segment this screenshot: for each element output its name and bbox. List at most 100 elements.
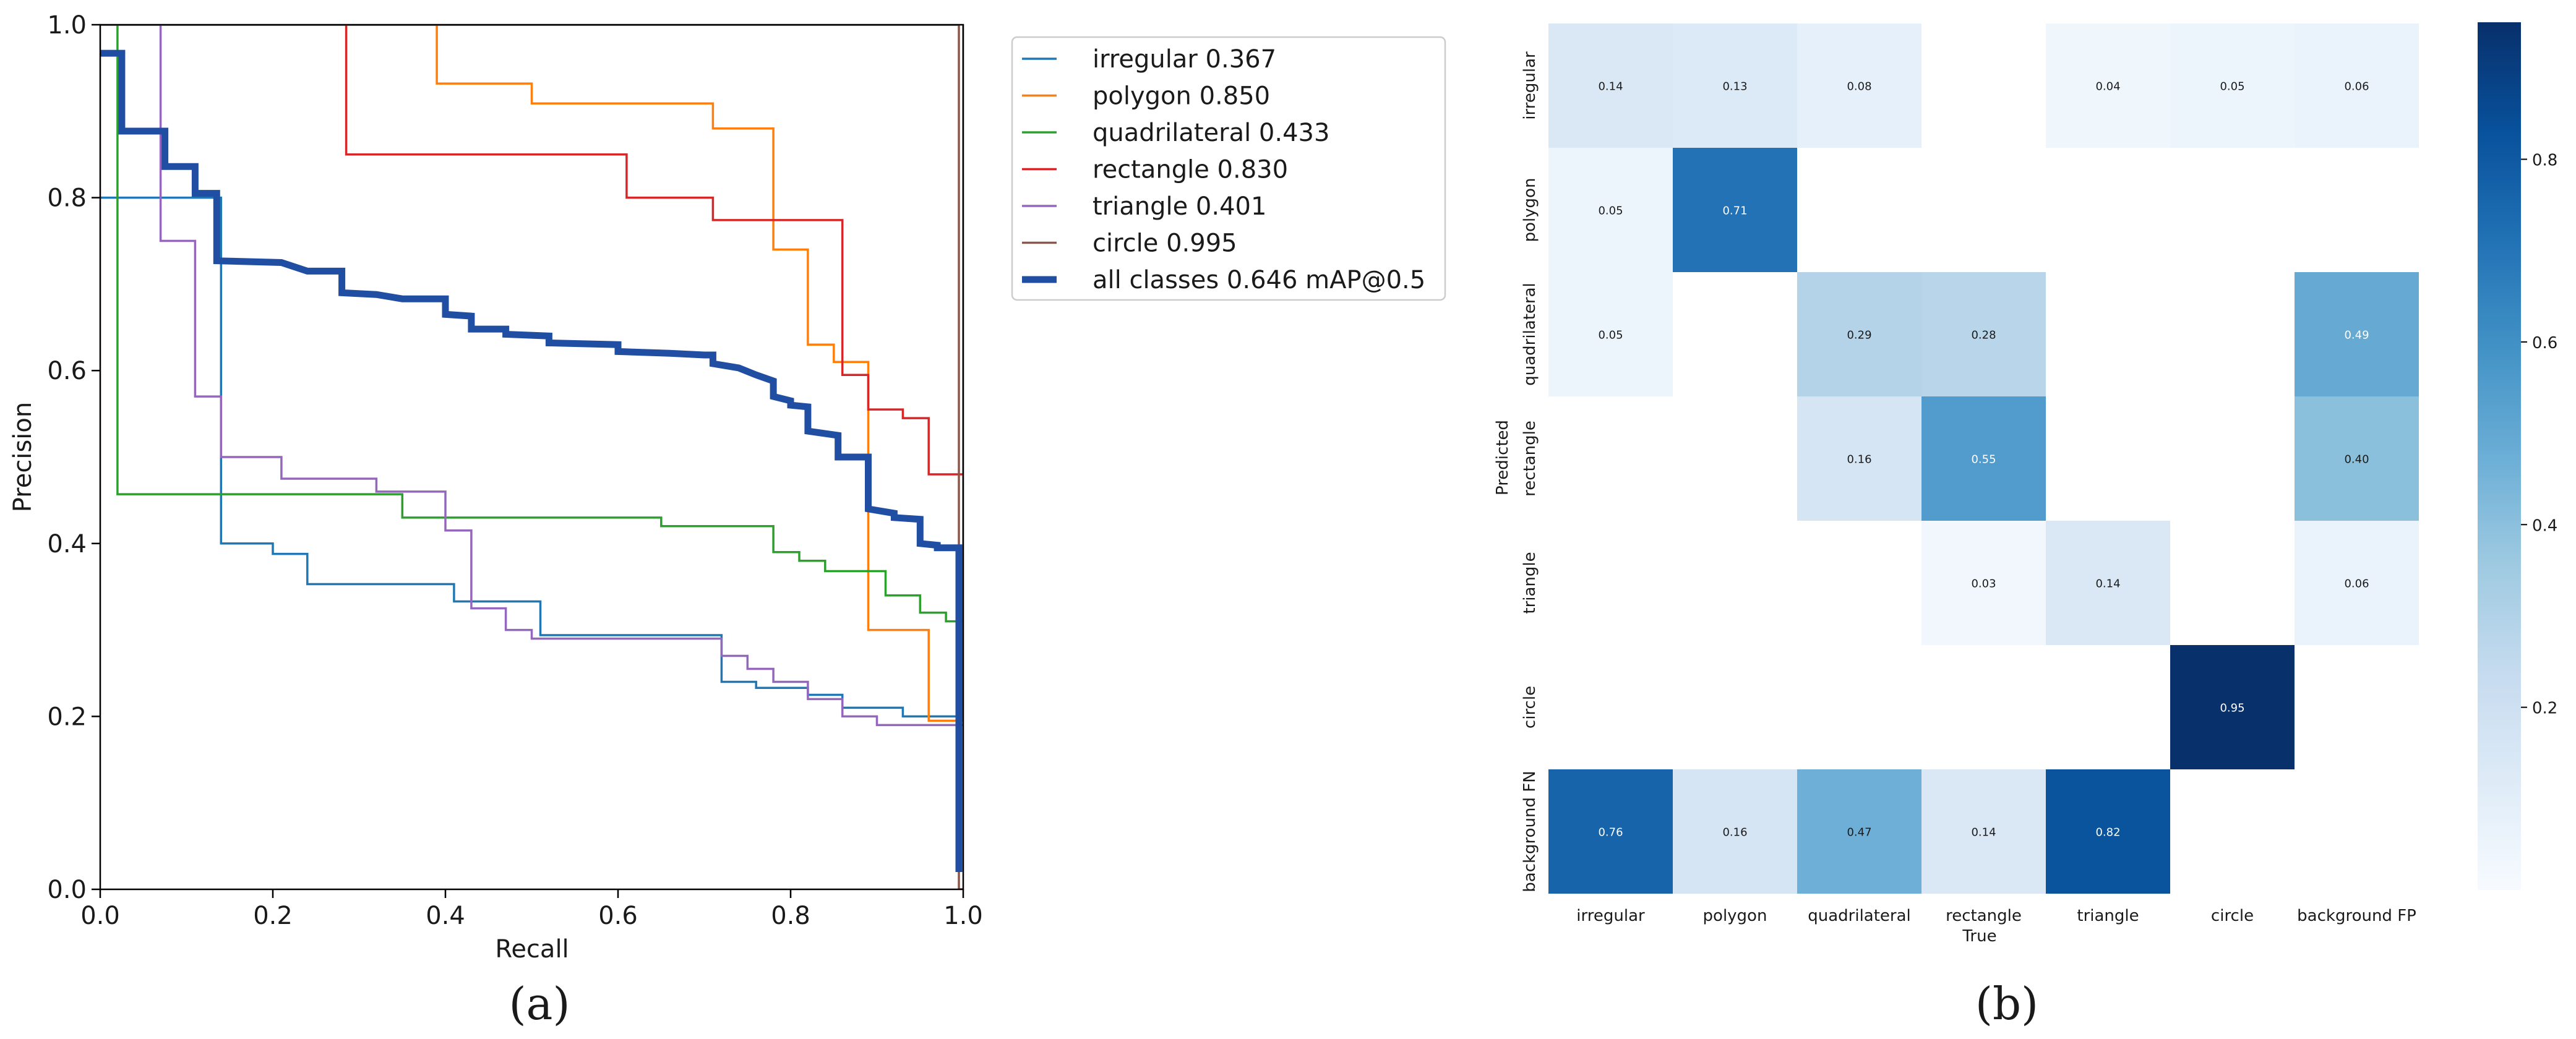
cm-cell-value: 0.14 [2095, 578, 2120, 591]
cm-cell-value: 0.03 [1971, 578, 1996, 591]
cm-cell [1797, 396, 1921, 521]
cm-cell [1797, 769, 1921, 894]
cm-y-axis-label: Predicted [1493, 420, 1512, 495]
pr-y-tick-label: 1.0 [47, 11, 87, 40]
cm-y-category: background FN [1521, 771, 1539, 892]
pr-series-group [100, 25, 963, 889]
cm-cell-value: 0.55 [1971, 453, 1996, 466]
cm-cell-value: 0.05 [2220, 80, 2244, 93]
cm-cell-value: 0.49 [2344, 329, 2369, 342]
cm-cells-group: 0.14 0.13 0.08 0.04 0.05 0.06 0.05 0.71 0.05 0.29… [1548, 24, 2419, 894]
cm-y-category: polygon [1521, 178, 1539, 242]
pr-legend-label: circle 0.995 [1093, 229, 1237, 258]
cm-cell [1921, 396, 2046, 521]
pr-x-tick-label: 0.0 [80, 902, 120, 930]
cm-cell-value: 0.08 [1847, 80, 1871, 93]
cm-cell-value: 0.71 [1722, 205, 1747, 218]
cm-x-tick-labels: irregular polygon quadrilateral rectangle tr… [1576, 907, 2416, 925]
pr-y-tick-label: 0.8 [47, 184, 87, 213]
pr-legend-label: quadrilateral 0.433 [1093, 119, 1329, 147]
pr-x-tick-label: 1.0 [943, 902, 983, 930]
cm-cell-value: 0.14 [1971, 826, 1996, 839]
cm-cell [1921, 769, 2046, 894]
cm-cell-value: 0.28 [1971, 329, 1996, 342]
pr-x-tick-label: 0.2 [253, 902, 293, 930]
cm-cell [1673, 148, 1797, 272]
cm-cell [2046, 769, 2170, 894]
cm-cell [1921, 272, 2046, 396]
pr-curve-panel: 0.0 0.2 0.4 0.6 0.8 1.0 0.0 0.2 0.4 0.6 0.8 1.0 Re… [9, 11, 1446, 964]
pr-y-tick-label: 0.2 [47, 703, 87, 731]
pr-x-tick-label: 0.6 [598, 902, 638, 930]
cm-cell-value: 0.05 [1598, 329, 1623, 342]
cm-cell [2295, 24, 2419, 148]
pr-legend-frame [1011, 36, 1446, 301]
cm-cell-value: 0.16 [1847, 453, 1871, 466]
cm-x-axis-label: True [1962, 927, 1996, 946]
cm-cell [1548, 272, 1673, 396]
cm-cell [1548, 148, 1673, 272]
pr-legend-label: polygon 0.850 [1093, 82, 1270, 111]
cm-cell [1548, 24, 1673, 148]
cm-cell [1673, 769, 1797, 894]
cm-y-category: rectangle [1521, 421, 1539, 497]
pr-legend: irregular 0.367 polygon 0.850 quadrilatera… [1011, 36, 1446, 301]
cm-cell [1797, 272, 1921, 396]
cm-cell [1797, 24, 1921, 148]
cm-cell [2170, 645, 2295, 769]
caption-a: (a) [509, 978, 570, 1030]
cm-y-category: irregular [1521, 51, 1539, 120]
pr-series-line-6 [100, 49, 963, 872]
pr-y-tick-label: 0.4 [47, 530, 87, 558]
cm-cell-value: 0.76 [1598, 826, 1623, 839]
cm-colorbar-tick-label: 0.2 [2532, 699, 2557, 718]
pr-legend-label: rectangle 0.830 [1093, 156, 1288, 184]
cm-cell [2295, 396, 2419, 521]
cm-cell-value: 0.82 [2095, 826, 2120, 839]
cm-cell [2170, 24, 2295, 148]
pr-series-line-3 [345, 25, 963, 476]
cm-y-category: circle [1521, 686, 1539, 729]
pr-x-tick-label: 0.8 [771, 902, 810, 930]
cm-cell [2046, 521, 2170, 645]
pr-y-ticks: 0.0 0.2 0.4 0.6 0.8 1.0 [47, 11, 100, 904]
pr-series-line-1 [436, 25, 963, 722]
cm-cell [1921, 521, 2046, 645]
pr-series-line-4 [159, 25, 963, 727]
cm-cell [1673, 24, 1797, 148]
pr-x-axis-label: Recall [495, 935, 569, 964]
cm-colorbar-gradient [2478, 22, 2521, 890]
cm-cell-value: 0.47 [1847, 826, 1871, 839]
pr-axes-frame [99, 24, 964, 891]
cm-cell-value: 0.29 [1847, 329, 1871, 342]
pr-y-tick-label: 0.6 [47, 357, 87, 385]
cm-cell [1548, 769, 1673, 894]
pr-x-ticks: 0.0 0.2 0.4 0.6 0.8 1.0 [80, 889, 983, 930]
cm-x-category: polygon [1703, 907, 1767, 925]
cm-y-category: quadrilateral [1521, 283, 1539, 386]
cm-cell [2295, 272, 2419, 396]
cm-cell-value: 0.06 [2344, 80, 2369, 93]
cm-cell-value: 0.16 [1722, 826, 1747, 839]
cm-x-category: circle [2211, 907, 2254, 925]
cm-cell-value: 0.05 [1598, 205, 1623, 218]
cm-x-category: rectangle [1946, 907, 2022, 925]
cm-cell-value: 0.14 [1598, 80, 1623, 93]
caption-b: (b) [1975, 978, 2038, 1030]
pr-legend-label: irregular 0.367 [1093, 45, 1276, 74]
pr-series-line-5 [100, 25, 963, 889]
pr-legend-label: triangle 0.401 [1093, 192, 1266, 221]
confusion-matrix-panel: 0.14 0.13 0.08 0.04 0.05 0.06 0.05 0.71 0.05 0.29… [1493, 22, 2557, 946]
cm-y-category: triangle [1521, 552, 1539, 614]
pr-y-tick-label: 0.0 [47, 876, 87, 904]
cm-cell-value: 0.13 [1722, 80, 1747, 93]
pr-legend-label: all classes 0.646 mAP@0.5 [1093, 266, 1425, 294]
pr-x-tick-label: 0.4 [426, 902, 465, 930]
cm-colorbar: 0.2 0.4 0.6 0.8 [2478, 22, 2557, 890]
cm-x-category: irregular [1576, 907, 1645, 925]
cm-colorbar-tick-label: 0.4 [2532, 516, 2557, 535]
pr-series-line-2 [116, 25, 963, 623]
cm-colorbar-tick-label: 0.6 [2532, 334, 2557, 353]
cm-cell [2046, 24, 2170, 148]
